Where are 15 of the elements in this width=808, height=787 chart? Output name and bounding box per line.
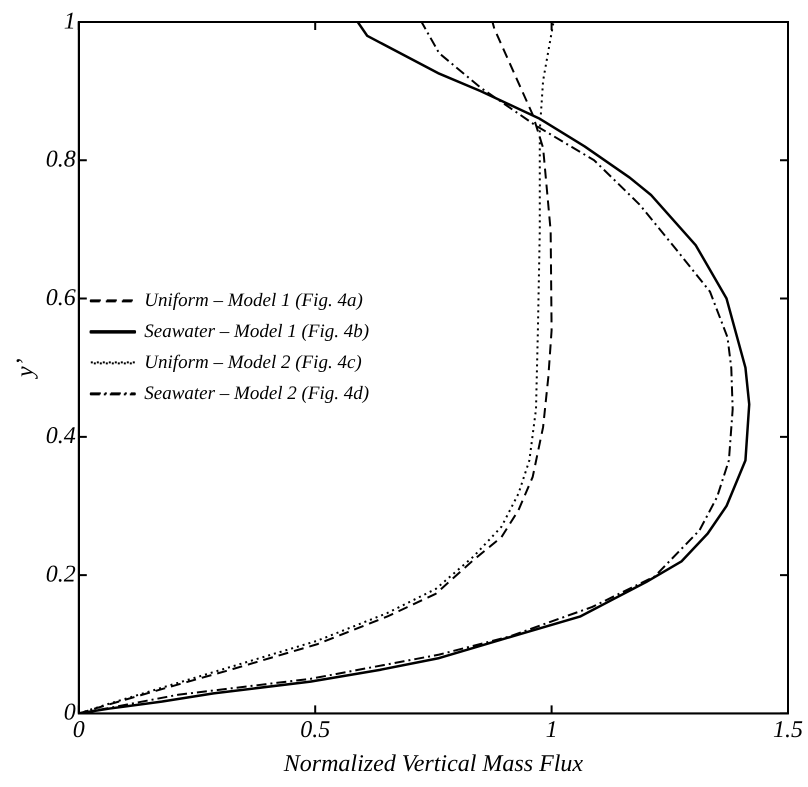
- legend-label: Uniform – Model 1 (Fig. 4a): [144, 290, 363, 311]
- y-tick-label: 0.8: [46, 146, 76, 173]
- x-tick-label: 1.5: [773, 717, 803, 744]
- y-tick-label: 0: [64, 700, 76, 726]
- legend-label: Uniform – Model 2 (Fig. 4c): [144, 352, 362, 373]
- y-tick-label: 0.4: [46, 423, 76, 450]
- x-axis-title: Normalized Vertical Mass Flux: [282, 750, 584, 777]
- y-tick-label: 0.2: [46, 561, 76, 588]
- legend-label: Seawater – Model 1 (Fig. 4b): [144, 320, 370, 342]
- y-tick-label: 0.6: [46, 284, 76, 311]
- x-tick-label: 0.5: [300, 717, 330, 744]
- x-tick-label: 1: [546, 717, 558, 744]
- legend-label: Seawater – Model 2 (Fig. 4d): [144, 382, 370, 404]
- y-tick-label: 1: [64, 8, 76, 34]
- y-axis-title: y’: [12, 358, 39, 380]
